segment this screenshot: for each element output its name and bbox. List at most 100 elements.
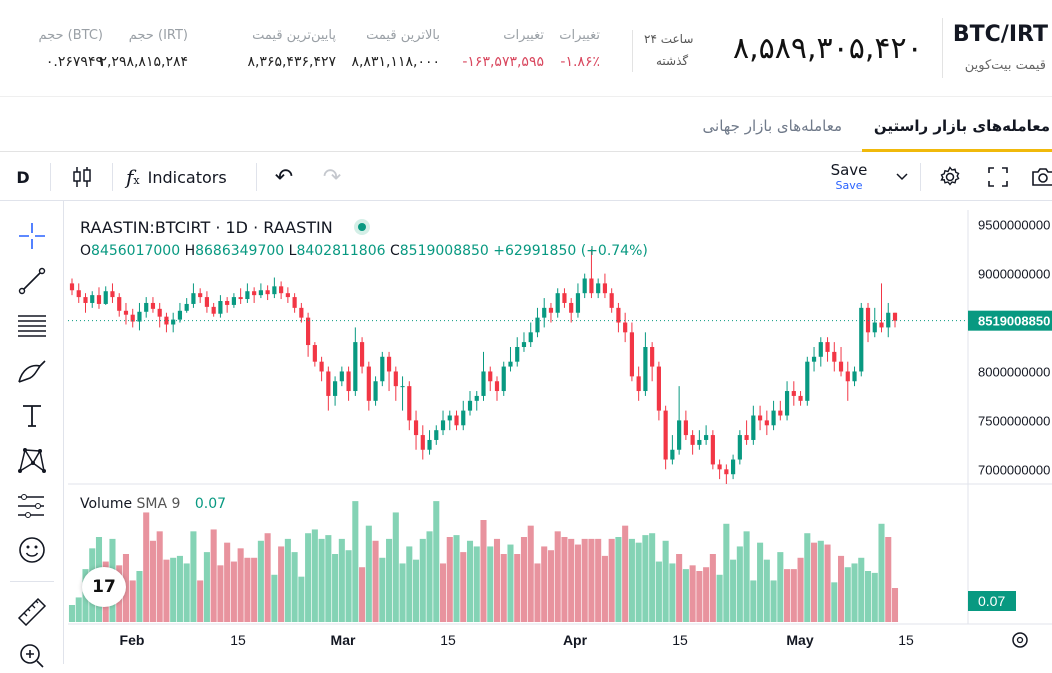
symbol-title: RAASTIN:BTCIRT · 1D · RAASTIN	[80, 218, 333, 237]
volume-bar	[878, 523, 885, 622]
candle-style-button[interactable]	[64, 163, 100, 191]
candle-body	[764, 420, 769, 426]
candle-body	[602, 283, 608, 294]
header-divider	[632, 30, 633, 72]
fullscreen-button[interactable]	[982, 163, 1014, 191]
volume-bar	[460, 552, 467, 622]
volume-bar	[757, 542, 764, 622]
candle-body	[818, 342, 823, 357]
volume-bar	[743, 531, 750, 622]
redo-button[interactable]: ↷	[316, 163, 348, 191]
volume-bar	[682, 569, 689, 622]
brush-tool[interactable]	[12, 353, 52, 389]
candle-body	[359, 342, 365, 367]
market-header: BTC/IRT قیمت بیت‌کوین ۸,۵۸۹,۳۰۵,۴۲۰ ۲۴ س…	[0, 0, 1052, 96]
toolbar-divider	[256, 163, 257, 191]
undo-button[interactable]: ↶	[268, 163, 300, 191]
emoji-tool[interactable]	[12, 532, 52, 568]
volume-bar	[224, 542, 231, 622]
interval-button[interactable]: D	[16, 167, 30, 187]
volume-bar	[500, 554, 507, 622]
volume-legend[interactable]: Volume SMA 9 0.07	[80, 496, 226, 512]
price-axis[interactable]: 9500000000900000000085000000008000000000…	[978, 218, 1050, 478]
open-label: O	[80, 243, 92, 259]
candle-body	[562, 293, 567, 303]
last-price: ۸,۵۸۹,۳۰۵,۴۲۰	[733, 31, 923, 66]
save-dropdown-button[interactable]	[890, 163, 914, 191]
volume-bar	[439, 563, 447, 622]
volume-bar	[176, 555, 183, 622]
text-tool[interactable]	[12, 398, 52, 434]
save-sublabel: Save	[835, 179, 863, 192]
candle-body	[805, 361, 810, 401]
volume-bar	[541, 546, 548, 622]
volume-bar	[291, 552, 298, 622]
candle-body	[575, 293, 581, 313]
candle-body	[198, 293, 203, 298]
time-axis[interactable]: Feb 15 Mar 15 Apr 15 May 15	[120, 632, 914, 648]
candle-body	[420, 435, 425, 450]
volume-bar	[831, 582, 838, 622]
volume-bar	[628, 538, 635, 622]
candle-body	[744, 435, 749, 440]
candle-body	[656, 366, 661, 411]
volume-label: Volume	[80, 496, 133, 512]
volume-bar	[251, 557, 258, 622]
tradingview-logo[interactable]: 17	[82, 567, 126, 607]
indicators-button[interactable]: fx Indicators	[126, 163, 244, 191]
function-icon: fx	[126, 165, 140, 189]
measure-tool[interactable]	[12, 593, 52, 629]
forecast-tool[interactable]	[12, 488, 52, 524]
settings-button[interactable]	[934, 163, 966, 191]
header-divider	[942, 18, 943, 78]
camera-icon	[1032, 168, 1052, 186]
gear-icon	[940, 166, 960, 186]
volume-bar	[770, 580, 777, 622]
crosshair-tool[interactable]	[12, 218, 52, 254]
pattern-tool[interactable]	[12, 442, 52, 478]
candle-body	[123, 310, 129, 315]
candle-body	[150, 302, 156, 309]
volume-bar	[588, 538, 595, 622]
volume-bar	[264, 533, 271, 622]
volume-bar	[338, 538, 345, 622]
screenshot-button[interactable]	[1028, 163, 1052, 191]
active-tab-indicator	[862, 149, 1052, 152]
candle-body	[886, 312, 891, 328]
time-tick-label: 15	[440, 632, 456, 648]
candle-body	[292, 297, 297, 308]
candle-body	[339, 371, 344, 382]
candle-body	[731, 459, 736, 475]
volume-bar	[534, 563, 541, 622]
candle-body	[353, 342, 358, 392]
volume-bar	[325, 535, 332, 622]
pattern-icon	[18, 448, 46, 473]
volume-bar	[608, 538, 615, 622]
period-label: ۲۴ ساعت	[644, 32, 694, 46]
volume-bar	[305, 533, 312, 622]
volume-bar	[709, 554, 716, 622]
undo-icon: ↶	[274, 164, 294, 190]
tab-raastin-trades[interactable]: معامله‌های بازار راستین	[873, 117, 1050, 135]
stat-label: حجم (IRT)	[128, 28, 188, 43]
volume-bar	[332, 554, 339, 622]
axis-gear-center	[1016, 636, 1024, 644]
volume-bar	[237, 548, 244, 622]
axis-settings-button[interactable]	[1012, 632, 1028, 648]
symbol-legend[interactable]: RAASTIN:BTCIRT · 1D · RAASTIN	[80, 218, 370, 237]
volume-bar	[136, 571, 143, 622]
trend-line-tool[interactable]	[12, 263, 52, 299]
candle-body	[90, 295, 95, 303]
save-button[interactable]: Save Save	[822, 163, 876, 192]
volume-bar	[851, 563, 858, 622]
tab-global-trades[interactable]: معامله‌های بازار جهانی	[702, 117, 842, 135]
volume-bar	[244, 557, 251, 622]
candle-body	[117, 297, 122, 311]
horizontal-lines-tool[interactable]	[12, 307, 52, 343]
trend-line-icon	[18, 267, 46, 295]
volume-bar	[871, 572, 878, 622]
volume-bar	[811, 542, 818, 622]
axis-badges: 8519008850 0.07	[968, 310, 1052, 611]
toolbar-divider	[50, 163, 51, 191]
